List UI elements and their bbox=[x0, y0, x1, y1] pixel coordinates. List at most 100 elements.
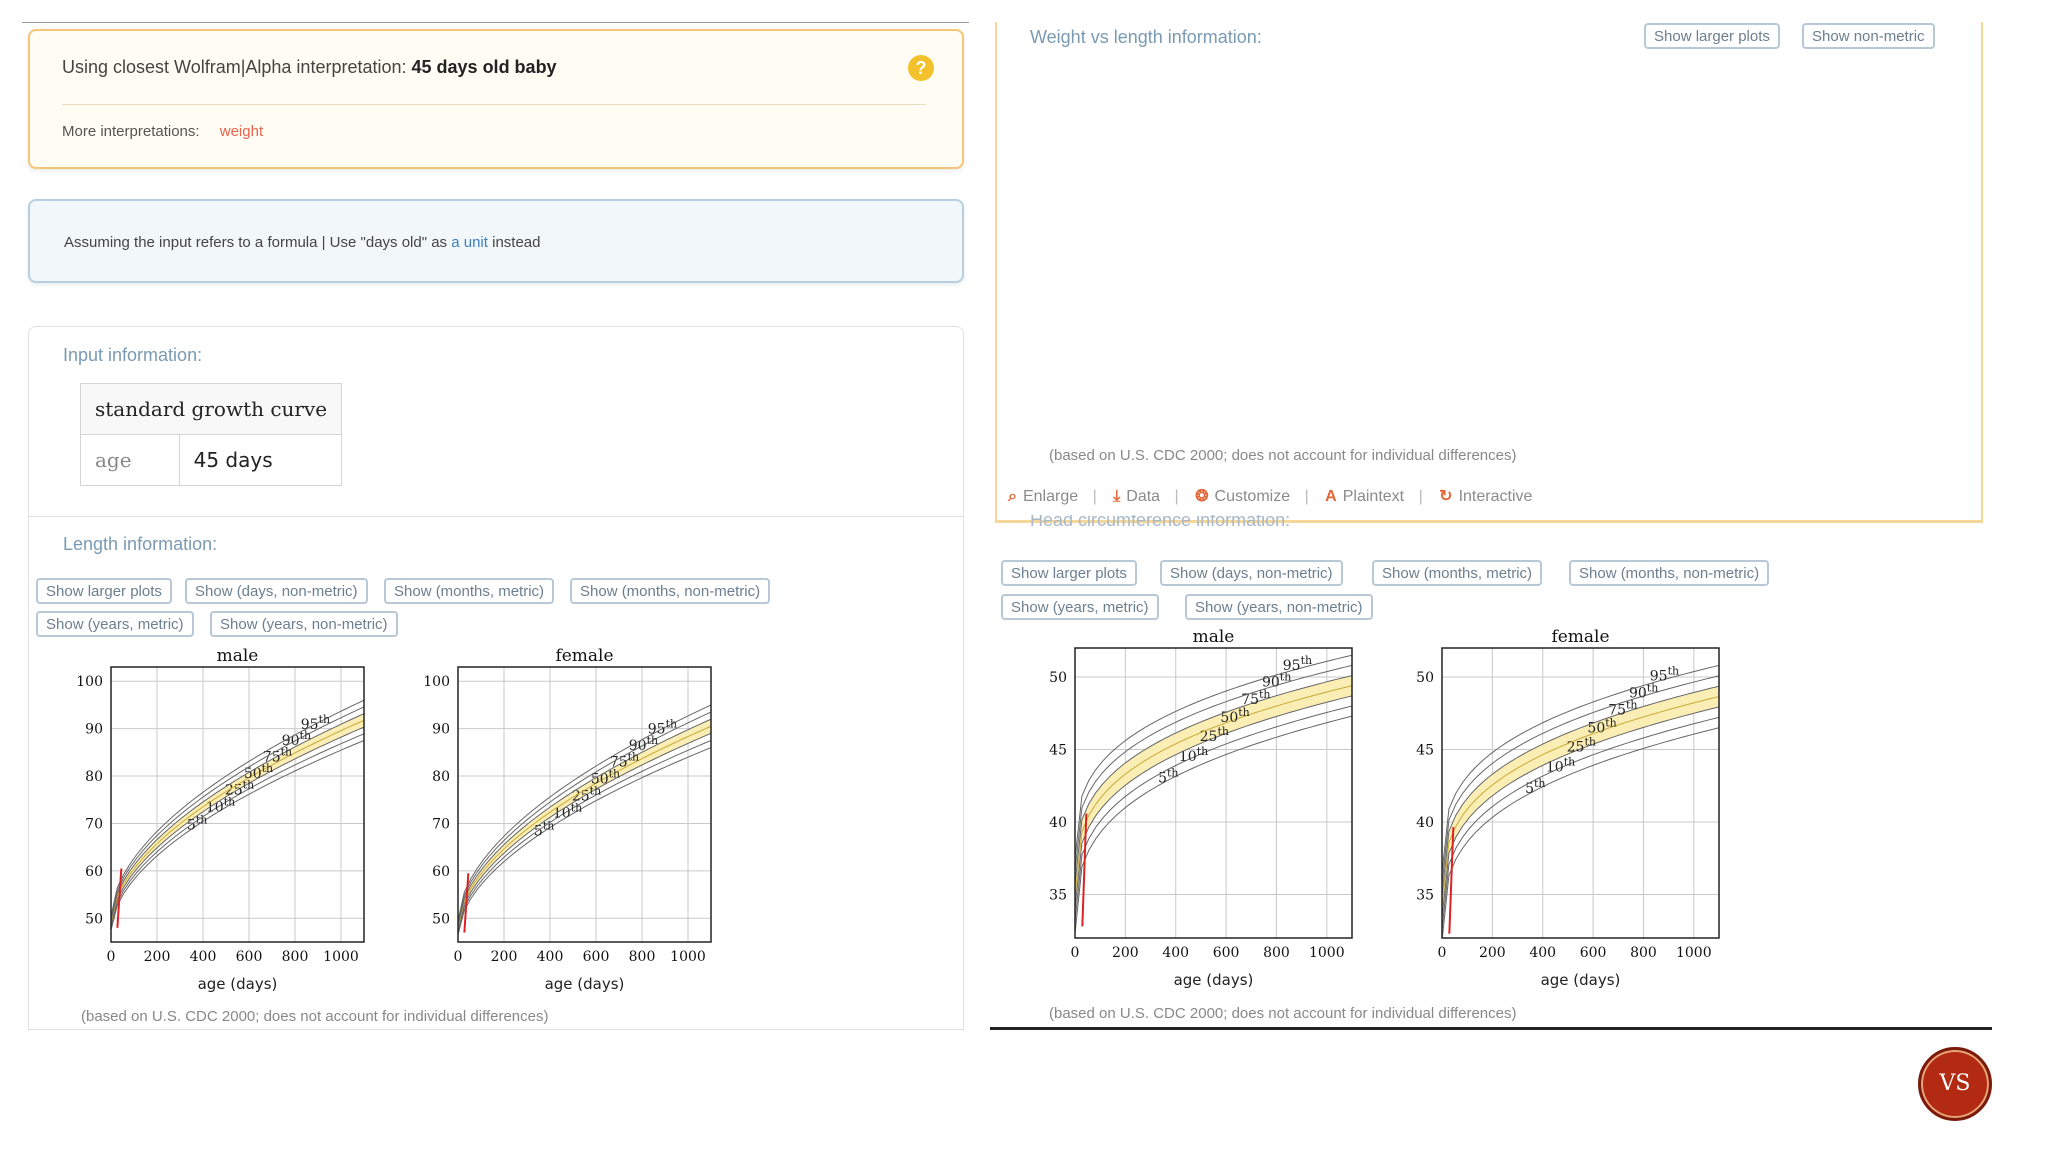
percentile-suffix: th bbox=[224, 796, 236, 809]
y-tick-label: 50 bbox=[1416, 670, 1434, 686]
input-row-label: age bbox=[80, 434, 180, 486]
x-tick-label: 600 bbox=[1580, 945, 1607, 961]
weight-show-larger-plots-button[interactable]: Show larger plots bbox=[1644, 23, 1780, 49]
head-months-metric-button[interactable]: Show (months, metric) bbox=[1372, 560, 1543, 586]
enlarge-label: Enlarge bbox=[1022, 488, 1079, 505]
percentile-suffix: th bbox=[1564, 756, 1576, 769]
percentile-curve-10 bbox=[111, 733, 364, 928]
percentile-curve-5 bbox=[1075, 715, 1352, 934]
percentile-suffix: th bbox=[543, 819, 555, 832]
x-tick-label: 400 bbox=[1529, 945, 1556, 961]
input-table-header: standard growth curve bbox=[79, 383, 343, 435]
length-male-frame bbox=[110, 666, 365, 943]
help-icon[interactable]: ? bbox=[908, 55, 934, 81]
plaintext-button[interactable]: A Plaintext bbox=[1325, 488, 1404, 505]
x-tick-label: 200 bbox=[491, 949, 518, 965]
y-tick-label: 90 bbox=[85, 722, 103, 738]
x-tick-label: 0 bbox=[1071, 945, 1080, 961]
head-months-non-metric-button[interactable]: Show (months, non-metric) bbox=[1569, 560, 1770, 586]
percentile-suffix: th bbox=[196, 813, 208, 826]
input-information-table: standard growth curve age 45 days bbox=[79, 383, 343, 486]
percentile-suffix: th bbox=[1647, 681, 1659, 694]
percentile-suffix: th bbox=[1259, 688, 1271, 701]
x-tick-label: 400 bbox=[537, 949, 564, 965]
head-years-non-metric-button[interactable]: Show (years, non-metric) bbox=[1185, 594, 1373, 620]
head-days-non-metric-button[interactable]: Show (days, non-metric) bbox=[1160, 560, 1343, 586]
percentile-curve-75 bbox=[1442, 685, 1719, 896]
assumption-text-before: Assuming the input refers to a formula |… bbox=[64, 234, 448, 251]
interactive-label: Interactive bbox=[1458, 488, 1533, 505]
length-years-metric-button[interactable]: Show (years, metric) bbox=[36, 611, 194, 637]
percentile-curve-90 bbox=[1075, 664, 1352, 871]
percentile-suffix: th bbox=[1534, 777, 1546, 790]
percentile-curve-50 bbox=[1442, 696, 1719, 907]
y-tick-label: 35 bbox=[1416, 888, 1434, 904]
x-tick-label: 0 bbox=[454, 949, 463, 965]
percentile-suffix: th bbox=[666, 718, 678, 731]
y-tick-label: 60 bbox=[432, 864, 450, 880]
head-show-larger-plots-button[interactable]: Show larger plots bbox=[1001, 560, 1137, 586]
more-interpretations: More interpretations: weight bbox=[62, 123, 263, 140]
percentile-curve-90 bbox=[458, 711, 711, 924]
customize-label: Customize bbox=[1214, 488, 1291, 505]
percentile-curve-25 bbox=[458, 732, 711, 931]
head-circumference-title: Head circumference information: bbox=[1030, 515, 1291, 529]
head-male-title: male bbox=[1193, 627, 1235, 647]
use-as-unit-link[interactable]: a unit bbox=[451, 234, 488, 251]
percentile-curve-95 bbox=[1075, 654, 1352, 859]
length-source-note: (based on U.S. CDC 2000; does not accoun… bbox=[81, 1008, 549, 1025]
percentile-curve-25 bbox=[1442, 706, 1719, 919]
head-source-note: (based on U.S. CDC 2000; does not accoun… bbox=[1049, 1005, 1517, 1022]
interactive-button[interactable]: ↻ Interactive bbox=[1439, 488, 1532, 505]
length-information-title: Length information: bbox=[63, 534, 218, 554]
interpretation-prefix: Using closest Wolfram|Alpha interpretati… bbox=[62, 57, 407, 77]
percentile-curve-90 bbox=[111, 706, 364, 919]
percentile-suffix: th bbox=[590, 784, 602, 797]
y-tick-label: 40 bbox=[1049, 815, 1067, 831]
percentile-curve-25 bbox=[111, 726, 364, 926]
percentile-curve-10 bbox=[458, 740, 711, 933]
percentile-curve-50 bbox=[1075, 685, 1352, 897]
x-tick-label: 800 bbox=[629, 949, 656, 965]
length-show-larger-plots-button[interactable]: Show larger plots bbox=[36, 578, 172, 604]
head-years-metric-button[interactable]: Show (years, metric) bbox=[1001, 594, 1159, 620]
weight-show-non-metric-button[interactable]: Show non-metric bbox=[1802, 23, 1935, 49]
length-months-non-metric-button[interactable]: Show (months, non-metric) bbox=[570, 578, 771, 604]
download-icon: ⤓ bbox=[1113, 488, 1121, 505]
y-tick-label: 45 bbox=[1049, 743, 1067, 759]
length-months-metric-button[interactable]: Show (months, metric) bbox=[384, 578, 555, 604]
length-years-non-metric-button[interactable]: Show (years, non-metric) bbox=[210, 611, 398, 637]
y-tick-label: 50 bbox=[85, 911, 103, 927]
y-tick-label: 45 bbox=[1416, 743, 1434, 759]
plaintext-label: Plaintext bbox=[1342, 488, 1405, 505]
pod-divider bbox=[28, 516, 964, 517]
percentile-curve-5 bbox=[458, 747, 711, 936]
x-tick-label: 0 bbox=[1438, 945, 1447, 961]
percentile-suffix: th bbox=[243, 779, 255, 792]
x-axis-label: age (days) bbox=[545, 975, 625, 993]
y-tick-label: 50 bbox=[1049, 670, 1067, 686]
length-days-non-metric-button[interactable]: Show (days, non-metric) bbox=[185, 578, 368, 604]
length-male-title: male bbox=[217, 646, 259, 666]
weight-interpretation-link[interactable]: weight bbox=[219, 123, 264, 140]
percentile-curve-5 bbox=[1442, 727, 1719, 938]
x-axis-label: age (days) bbox=[1541, 971, 1621, 989]
percentile-suffix: th bbox=[262, 762, 274, 775]
data-button[interactable]: ⤓ Data bbox=[1113, 488, 1160, 505]
interactive-icon: ↻ bbox=[1439, 488, 1453, 505]
percentile-suffix: th bbox=[1238, 706, 1250, 719]
percentile-label-95: 95th bbox=[1650, 665, 1679, 685]
y-tick-label: 70 bbox=[432, 816, 450, 832]
percentile-suffix: th bbox=[609, 767, 621, 780]
enlarge-button[interactable]: ⌕ Enlarge bbox=[1008, 488, 1078, 505]
percentile-suffix: th bbox=[1280, 671, 1292, 684]
customize-button[interactable]: ❂ Customize bbox=[1195, 488, 1290, 505]
y-tick-label: 100 bbox=[76, 674, 103, 690]
percentile-suffix: th bbox=[1584, 736, 1596, 749]
percentile-suffix: th bbox=[1217, 725, 1229, 738]
palette-icon: ❂ bbox=[1195, 488, 1209, 505]
x-tick-label: 600 bbox=[1213, 945, 1240, 961]
percentile-curve-95 bbox=[111, 699, 364, 917]
weight-length-panel bbox=[995, 22, 1983, 523]
